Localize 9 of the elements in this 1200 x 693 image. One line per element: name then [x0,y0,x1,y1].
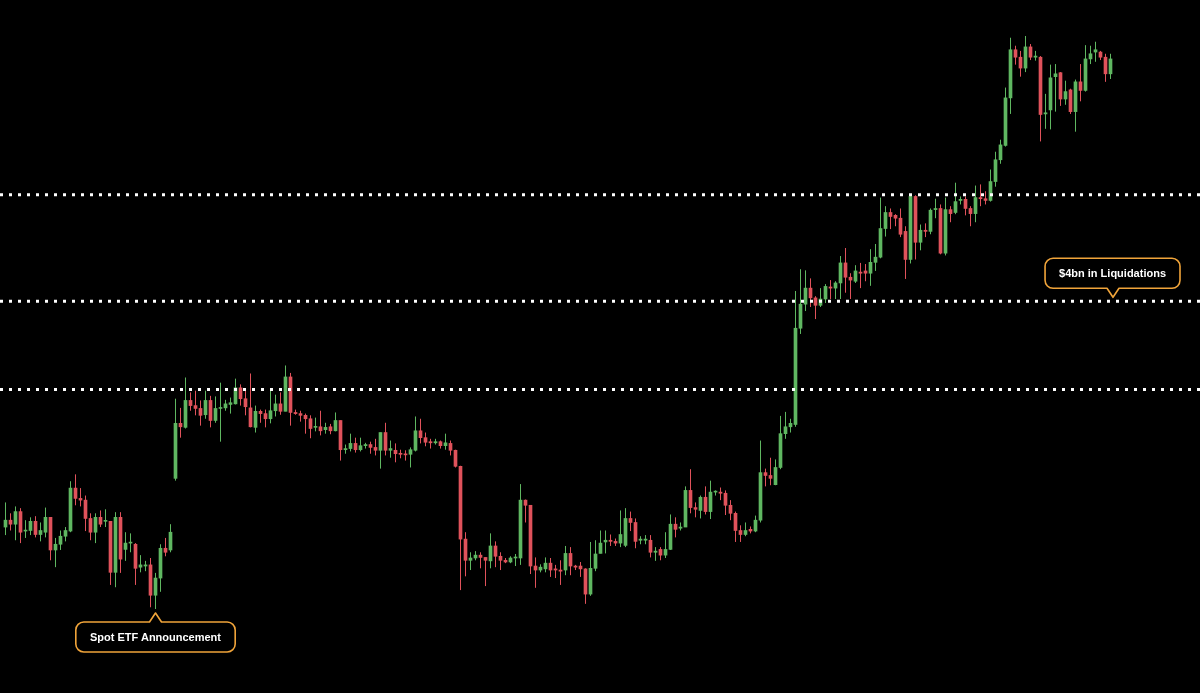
candlestick [1053,63,1058,113]
candlestick [768,457,773,486]
candlestick [193,390,198,416]
candlestick [218,382,223,443]
annotation: Spot ETF Announcement [90,631,222,644]
candlestick [483,556,488,587]
ref-line-label: $4bn in Liquidations [1059,267,1166,280]
candlestick [408,446,413,468]
candlestick [1013,45,1018,66]
